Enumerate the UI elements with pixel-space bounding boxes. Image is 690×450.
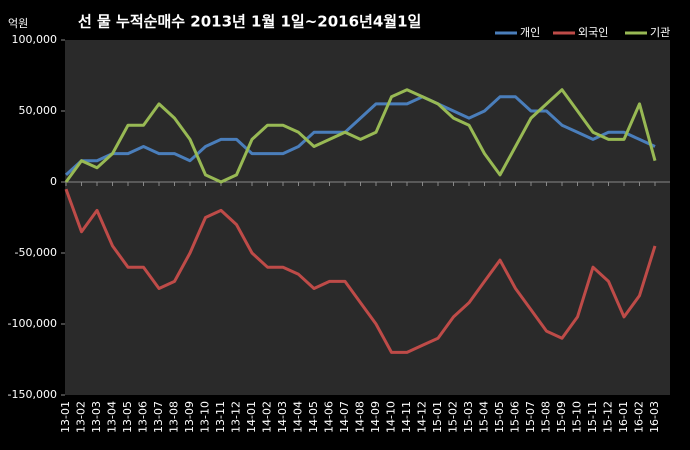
x-tick-label: 13-07 xyxy=(152,401,165,433)
legend-label: 외국인 xyxy=(578,26,608,39)
y-tick-label: -150,000 xyxy=(8,388,57,401)
x-tick-label: 15-12 xyxy=(602,401,615,433)
x-tick-label: 14-02 xyxy=(261,401,274,433)
x-tick-label: 15-08 xyxy=(540,401,553,433)
x-tick-label: 15-04 xyxy=(478,401,491,433)
y-tick-label: 50,000 xyxy=(19,104,58,117)
x-tick-label: 13-03 xyxy=(90,401,103,433)
x-tick-label: 16-02 xyxy=(633,401,646,433)
x-tick-label: 14-04 xyxy=(292,401,305,433)
x-tick-label: 15-03 xyxy=(462,401,475,433)
x-tick-label: 13-06 xyxy=(137,401,150,433)
x-tick-label: 15-11 xyxy=(586,401,599,433)
x-tick-label: 13-12 xyxy=(230,401,243,433)
x-tick-label: 14-05 xyxy=(307,401,320,433)
x-tick-label: 13-09 xyxy=(183,401,196,433)
x-tick-label: 13-05 xyxy=(121,401,134,433)
legend-label: 개인 xyxy=(520,26,540,39)
x-tick-label: 13-08 xyxy=(168,401,181,433)
x-tick-label: 14-07 xyxy=(338,401,351,433)
x-tick-label: 14-08 xyxy=(354,401,367,433)
y-tick-label: 0 xyxy=(50,175,57,188)
x-tick-label: 13-01 xyxy=(59,401,72,433)
x-tick-label: 14-11 xyxy=(400,401,413,433)
x-tick-label: 13-11 xyxy=(214,401,227,433)
x-tick-label: 15-05 xyxy=(493,401,506,433)
series-line xyxy=(64,188,657,354)
x-tick-label: 15-06 xyxy=(509,401,522,433)
series-line xyxy=(64,95,656,177)
y-tick-label: 100,000 xyxy=(12,33,58,46)
x-tick-label: 14-10 xyxy=(385,401,398,433)
y-tick-label: -50,000 xyxy=(15,246,57,259)
x-tick-label: 13-04 xyxy=(106,401,119,433)
x-tick-label: 14-06 xyxy=(323,401,336,433)
x-tick-label: 15-01 xyxy=(431,401,444,433)
x-tick-label: 13-02 xyxy=(75,401,88,433)
y-unit: 억원 xyxy=(8,17,28,30)
plot-area xyxy=(65,40,670,395)
x-tick-label: 15-10 xyxy=(571,401,584,433)
x-tick-label: 16-03 xyxy=(648,401,661,433)
x-tick-label: 16-01 xyxy=(617,401,630,433)
x-tick-label: 15-07 xyxy=(524,401,537,433)
x-tick-label: 15-02 xyxy=(447,401,460,433)
legend-label: 기관 xyxy=(650,26,670,39)
chart-title: 선 물 누적순매수 2013년 1월 1일~2016년4월1일 xyxy=(78,13,421,31)
series-line xyxy=(64,88,657,184)
x-tick-label: 14-03 xyxy=(276,401,289,433)
x-tick-label: 13-10 xyxy=(199,401,212,433)
x-tick-label: 14-09 xyxy=(369,401,382,433)
y-tick-label: -100,000 xyxy=(8,317,57,330)
x-tick-label: 14-12 xyxy=(416,401,429,433)
x-tick-label: 15-09 xyxy=(555,401,568,433)
x-tick-label: 14-01 xyxy=(245,401,258,433)
